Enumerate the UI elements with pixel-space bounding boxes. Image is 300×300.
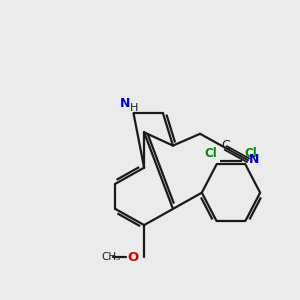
Text: N: N xyxy=(249,153,259,166)
Text: C: C xyxy=(221,139,230,152)
Text: CH₃: CH₃ xyxy=(101,253,121,262)
Text: H: H xyxy=(130,103,138,113)
Text: Cl: Cl xyxy=(205,147,217,160)
Text: Cl: Cl xyxy=(244,147,257,160)
Text: O: O xyxy=(127,251,139,264)
Text: N: N xyxy=(120,97,130,110)
